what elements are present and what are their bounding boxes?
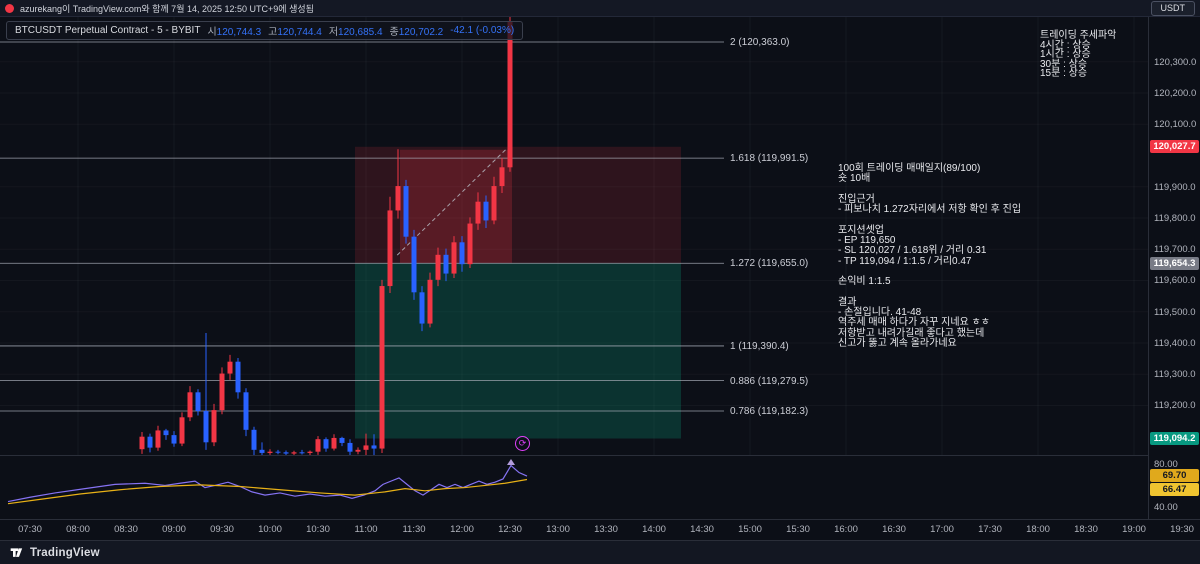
price-axis-label: 120,100.0 [1154, 119, 1197, 131]
time-axis-label: 15:30 [786, 524, 810, 535]
journal-note-line [838, 288, 1021, 298]
refresh-glyph: ⟳ [518, 438, 527, 448]
fib-level-label: 0.886 (119,279.5) [730, 375, 809, 387]
rsi-indicator-panel[interactable] [0, 455, 1148, 520]
price-axis-label: 119,500.0 [1154, 306, 1196, 318]
time-axis-label: 18:30 [1074, 524, 1098, 535]
time-axis-label: 10:00 [258, 524, 282, 535]
price-axis-label: 119,900.0 [1154, 181, 1196, 193]
time-axis-label: 18:00 [1026, 524, 1050, 535]
price-change: -42.1 (-0.03%) [450, 25, 515, 36]
time-axis-label: 09:00 [162, 524, 186, 535]
journal-note-line: 숏 10배 [838, 173, 871, 185]
candlestick-chart[interactable] [0, 17, 1148, 455]
time-axis-label: 19:30 [1170, 524, 1194, 535]
time-axis-label: 19:00 [1122, 524, 1146, 535]
price-axis-label: 119,300.0 [1154, 369, 1196, 381]
time-axis-label: 13:00 [546, 524, 570, 535]
time-axis-label: 17:30 [978, 524, 1002, 535]
time-axis-label: 14:30 [690, 524, 714, 535]
trend-note-line: 30분 : 상승 [1040, 58, 1088, 70]
journal-note-line: 신고가 뚫고 계속 올라가네요 [838, 338, 957, 350]
journal-note-line: - 피보나치 1.272자리에서 저항 확인 후 진입 [838, 204, 1022, 216]
symbol-title: BTCUSDT Perpetual Contract - 5 - BYBIT [15, 25, 201, 36]
price-axis-label: 119,400.0 [1154, 337, 1196, 349]
indicator-value-badge: 66.47 [1150, 482, 1199, 496]
trend-analysis-note: 트레이딩 주세파악 4시간 : 상승 1시간 : 상승 30분 : 상승 15분 : 상… [1040, 31, 1116, 79]
time-axis-label: 16:30 [882, 524, 906, 535]
trend-note-line: 4시간 : 상승 [1040, 39, 1091, 51]
trend-note-line: 트레이딩 주세파악 [1040, 30, 1117, 41]
price-badge: 119,654.3 [1150, 256, 1199, 270]
fib-level-label: 1 (119,390.4) [730, 340, 789, 352]
time-axis-label: 12:30 [498, 524, 522, 535]
tradingview-brand[interactable]: TradingView [30, 546, 100, 559]
footer-bar: TradingView [0, 540, 1200, 564]
indicator-axis-label: 80.00 [1154, 459, 1178, 470]
time-axis-label: 09:30 [210, 524, 234, 535]
journal-note-line: 손익비 1:1.5 [838, 276, 891, 288]
price-axis-label: 120,300.0 [1154, 56, 1197, 68]
tradingview-logo[interactable] [9, 545, 24, 560]
journal-note-line: - EP 119,650 [838, 235, 896, 247]
price-axis[interactable]: 120,300.0 120,200.0 120,100.0 119,900.0 119,… [1148, 17, 1200, 519]
time-axis-label: 17:00 [930, 524, 954, 535]
price-badge: 119,094.2 [1150, 432, 1199, 445]
time-axis-label: 11:00 [354, 524, 378, 535]
time-axis-label: 14:00 [642, 524, 666, 535]
journal-note-line: - TP 119,094 / 1:1.5 / 거리0.47 [838, 255, 972, 267]
tradingview-logo-icon [5, 3, 14, 13]
time-axis-label: 11:30 [402, 524, 426, 535]
attribution-bar: azurekang이 TradingView.com와 함께 7월 14, 20… [0, 0, 1200, 17]
fib-level-label: 0.786 (119,182.3) [730, 405, 809, 417]
journal-note-line: 100회 트레이딩 매매일지(89/100) [838, 163, 981, 174]
time-axis-label: 12:00 [450, 524, 474, 535]
journal-note-line: - 손절입니다. 41-48 [838, 307, 922, 319]
time-axis-label: 08:30 [114, 524, 138, 535]
indicator-axis-label: 40.00 [1154, 502, 1178, 513]
time-axis-label: 10:30 [306, 524, 330, 535]
indicator-value-badge: 69.70 [1150, 468, 1199, 482]
journal-note-line: - SL 120,027 / 1.618위 / 거리 0.31 [838, 245, 987, 257]
journal-note-line: 역주세 매매 하다가 자꾸 지네요 ㅎㅎ [838, 317, 990, 329]
price-axis-label: 119,600.0 [1154, 275, 1196, 287]
currency-usdt-button[interactable]: USDT [1150, 0, 1195, 16]
fib-level-label: 1.618 (119,991.5) [730, 153, 809, 165]
journal-note-line: 포지션셋업 [838, 224, 884, 236]
attribution-text: azurekang이 TradingView.com와 함께 7월 14, 20… [20, 3, 314, 14]
time-axis-label: 07:30 [18, 524, 42, 535]
price-axis-label: 120,200.0 [1154, 87, 1197, 99]
journal-note-line: 결과 [838, 296, 857, 308]
position-tool-handle-icon[interactable]: ⟳ [515, 436, 530, 451]
symbol-legend[interactable]: BTCUSDT Perpetual Contract - 5 - BYBIT 시… [6, 21, 524, 40]
time-axis-label: 08:00 [66, 524, 90, 535]
time-axis-label: 13:30 [594, 524, 618, 535]
fib-level-label: 1.272 (119,655.0) [730, 258, 809, 270]
ohlc-pair: 고120,744.4 [268, 27, 322, 38]
ohlc-pair: 시120,744.3 [207, 27, 262, 38]
journal-note-line: 저항받고 내려가길래 좋다고 했는데 [838, 327, 985, 339]
trade-journal-note: 100회 트레이딩 매매일지(89/100) 숏 10배 진입근거 - 피보나치 1… [838, 163, 1022, 350]
trend-note-line: 15분 : 상승 [1040, 68, 1088, 80]
price-axis-label: 119,800.0 [1154, 212, 1196, 224]
trend-note-line: 1시간 : 상승 [1040, 49, 1091, 61]
time-axis-label: 16:00 [834, 524, 858, 535]
time-axis-label: 15:00 [738, 524, 762, 535]
ohlc-values: 시120,744.3 고120,744.4 저120,685.4 종120,702.2 [207, 23, 443, 38]
price-badge: 120,027.7 [1150, 140, 1199, 154]
fib-level-label: 2 (120,363.0) [730, 37, 790, 48]
ohlc-pair: 종120,702.2 [389, 27, 444, 38]
journal-note-line: 진입근거 [838, 193, 875, 205]
time-axis[interactable]: 07:30 08:00 08:30 09:00 09:30 10:00 10:30 11:00… [0, 519, 1200, 540]
price-axis-label: 119,700.0 [1154, 244, 1196, 256]
ohlc-pair: 저120,685.4 [328, 27, 383, 38]
price-axis-label: 119,200.0 [1154, 400, 1196, 412]
